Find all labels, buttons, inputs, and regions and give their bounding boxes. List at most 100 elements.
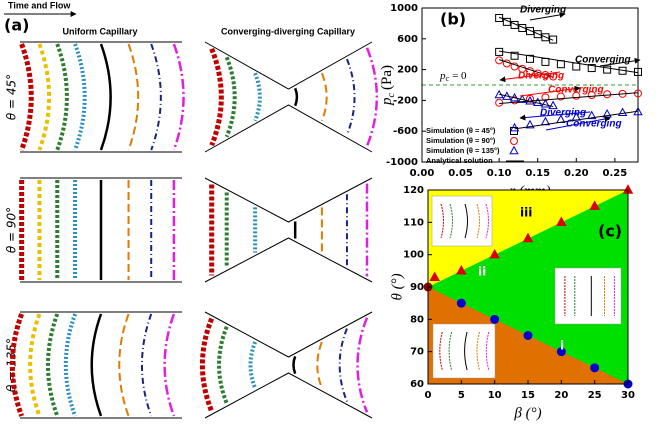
wall (204, 311, 373, 419)
inset (431, 195, 493, 247)
column-header: Uniform Capillary (62, 26, 137, 36)
capillary-diagrams (9, 41, 378, 419)
interface (172, 43, 185, 151)
point (541, 57, 550, 66)
point (533, 97, 543, 107)
point (541, 33, 550, 42)
y-axis-label: pc (Pa) (379, 65, 397, 106)
point (556, 92, 565, 101)
x-axis-label: β (°) (513, 405, 541, 421)
symbol: p (379, 97, 395, 106)
legend-label: Simulation (θ = 45°) (426, 126, 496, 135)
y-tick-label: 110 (403, 217, 424, 228)
point (589, 200, 600, 210)
y-axis-label: θ (°) (389, 273, 405, 300)
point (456, 264, 467, 275)
x-tick-label: 25 (588, 390, 602, 401)
interface (73, 43, 87, 151)
x-tick-label: 0.10 (487, 168, 512, 179)
y-tick-label: 200 (397, 65, 418, 76)
plot-frame (427, 189, 629, 385)
annotation-arrow (529, 11, 566, 21)
legend-label: Analytical solution (426, 156, 493, 165)
annotation-arrow (499, 71, 561, 83)
y-tick-label: -1000 (386, 157, 418, 168)
interface (320, 72, 328, 122)
inset-interface (485, 331, 490, 371)
interface (346, 58, 356, 136)
point (540, 99, 551, 108)
row-label: θ = 45° (5, 74, 19, 120)
column-header: Converging-diverging Capillary (221, 26, 355, 36)
annotation: Diverging (520, 5, 566, 16)
y-tick-label: 90 (410, 282, 424, 293)
x-tick-label: 5 (458, 390, 465, 401)
wall (204, 177, 373, 283)
y-tick-label: -200 (393, 95, 418, 106)
annotation-arrow (545, 116, 611, 131)
point (526, 94, 534, 103)
interface (294, 87, 299, 107)
point (518, 24, 527, 33)
y-tick-label: 80 (410, 314, 424, 325)
point (587, 110, 597, 120)
point (603, 90, 612, 99)
interface (150, 43, 162, 151)
point (549, 35, 558, 44)
interface (248, 341, 257, 389)
interface (365, 47, 378, 147)
annotation: Converging (548, 85, 604, 96)
inset-interface (464, 203, 468, 239)
x-tick-label: 0.05 (448, 168, 473, 179)
subscript: c (446, 74, 450, 83)
y-tick-label: 60 (410, 379, 424, 390)
point (603, 65, 612, 74)
interface (292, 355, 297, 375)
text: = 0 (452, 70, 467, 82)
inset (554, 267, 622, 325)
point (526, 54, 534, 63)
x-tick-label: 10 (488, 390, 502, 401)
inset-interface (485, 203, 489, 239)
inset (432, 323, 496, 379)
interface (55, 43, 69, 151)
legend-label: Simulation (θ = 135°) (426, 146, 500, 155)
point (509, 122, 520, 132)
inset-interface (448, 331, 453, 371)
point (525, 119, 535, 129)
point (489, 248, 500, 259)
legend-marker (510, 137, 518, 145)
interface (338, 328, 348, 402)
point (556, 216, 567, 227)
point (533, 30, 542, 39)
point (617, 107, 628, 117)
x-tick-label: 0.15 (525, 168, 550, 179)
analytical-line (498, 16, 639, 130)
subscript: c (386, 92, 397, 97)
point (510, 51, 519, 60)
panel-label: (c) (598, 222, 622, 241)
inset-interface (440, 203, 444, 239)
point (556, 347, 566, 357)
x-tick-label: 20 (554, 390, 568, 401)
y-tick-label: -600 (393, 126, 418, 137)
panel-label: (b) (440, 10, 466, 29)
row-label: θ = 90° (5, 207, 19, 253)
x-tick-label: 0.20 (564, 168, 589, 179)
interface (316, 341, 323, 389)
point (587, 64, 596, 73)
region-label: i (560, 339, 564, 353)
inset-interface (476, 331, 480, 371)
interface (163, 313, 176, 417)
interface (199, 317, 215, 413)
region-label: iii (520, 206, 532, 220)
x-tick-label: 0.25 (603, 168, 628, 179)
y-tick-label: 1000 (390, 3, 418, 14)
annotation: Converging (566, 119, 622, 130)
inset-interface (464, 331, 468, 371)
inset-interface (449, 203, 453, 239)
flow-label: Time and Flow (8, 0, 71, 10)
unit: (Pa) (379, 65, 395, 90)
point (490, 314, 500, 324)
x-tick-label: 15 (521, 390, 535, 401)
